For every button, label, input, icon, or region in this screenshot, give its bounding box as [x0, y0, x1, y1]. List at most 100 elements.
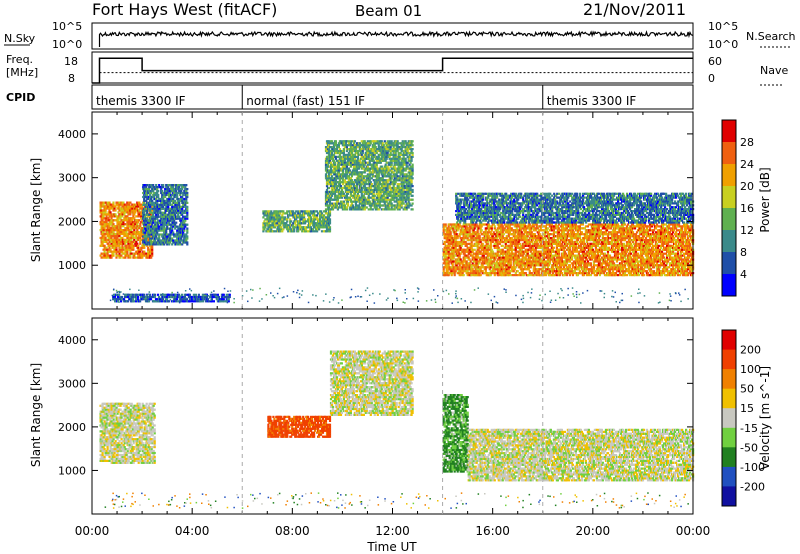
heatmap-cell [115, 253, 117, 255]
heatmap-cell [384, 203, 386, 205]
heatmap-cell [344, 156, 346, 158]
heatmap-cell [130, 237, 132, 239]
heatmap-cell [383, 195, 385, 197]
heatmap-cell [166, 188, 168, 190]
heatmap-cell [375, 168, 377, 170]
heatmap-cell [133, 217, 135, 219]
heatmap-cell [338, 144, 340, 146]
heatmap-cell [311, 220, 313, 222]
heatmap-cell [453, 266, 455, 268]
heatmap-cell [326, 212, 328, 214]
heatmap-cell [456, 233, 458, 235]
heatmap-cell [172, 198, 174, 200]
heatmap-cell [160, 233, 162, 235]
heatmap-cell [411, 204, 413, 206]
heatmap-cell [445, 225, 447, 227]
heatmap-cell [374, 152, 376, 154]
heatmap-cell [186, 232, 188, 234]
heatmap-cell [132, 223, 134, 225]
heatmap-cell [348, 168, 350, 170]
heatmap-cell [312, 230, 314, 232]
heatmap-cell [451, 235, 453, 237]
heatmap-cell [472, 251, 474, 253]
heatmap-cell [129, 202, 131, 204]
heatmap-cell [368, 199, 370, 201]
heatmap-cell [387, 199, 389, 201]
cpid-segment-label: themis 3300 IF [547, 94, 637, 108]
heatmap-cell [412, 140, 414, 142]
heatmap-cell [153, 210, 155, 212]
heatmap-cell [173, 190, 175, 192]
heatmap-cell [181, 214, 183, 216]
heatmap-cell [350, 162, 352, 164]
heatmap-cell [110, 223, 112, 225]
heatmap-cell [131, 207, 133, 209]
heatmap-cell [184, 204, 186, 206]
heatmap-cell [456, 264, 458, 266]
heatmap-cell [367, 169, 369, 171]
heatmap-cell [305, 212, 307, 214]
heatmap-cell [401, 193, 403, 195]
heatmap-cell [174, 224, 176, 226]
heatmap-cell [266, 214, 268, 216]
heatmap-cell [382, 175, 384, 177]
heatmap-cell [379, 168, 381, 170]
heatmap-cell [398, 166, 400, 168]
heatmap-cell [176, 230, 178, 232]
heatmap-cell [176, 226, 178, 228]
heatmap-cell [164, 228, 166, 230]
heatmap-cell [338, 146, 340, 148]
heatmap-cell [412, 189, 414, 191]
heatmap-cell [105, 207, 107, 209]
heatmap-cell [395, 164, 397, 166]
heatmap-cell [406, 144, 408, 146]
heatmap-cell [152, 190, 154, 192]
heatmap-cell [379, 154, 381, 156]
heatmap-cell [363, 144, 365, 146]
heatmap-cell [274, 224, 276, 226]
heatmap-cell [176, 218, 178, 220]
heatmap-cell [325, 208, 327, 210]
heatmap-cell [355, 181, 357, 183]
heatmap-cell [447, 258, 449, 260]
heatmap-cell [381, 187, 383, 189]
heatmap-cell [281, 222, 283, 224]
heatmap-cell [470, 260, 472, 262]
heatmap-cell [353, 191, 355, 193]
heatmap-cell [453, 249, 455, 251]
heatmap-cell [468, 233, 470, 235]
heatmap-cell [326, 185, 328, 187]
heatmap-cell [147, 192, 149, 194]
heatmap-cell [455, 268, 457, 270]
cpid-segments: themis 3300 IF normal (fast) 151 IF themis… [96, 85, 636, 109]
heatmap-cell [138, 219, 140, 221]
heatmap-cell [186, 188, 188, 190]
heatmap-cell [407, 177, 409, 179]
heatmap-cell [386, 158, 388, 160]
heatmap-cell [403, 156, 405, 158]
heatmap-cell [396, 162, 398, 164]
heatmap-cell [411, 183, 413, 185]
heatmap-cell [143, 204, 145, 206]
heatmap-cell [376, 164, 378, 166]
heatmap-cell [177, 198, 179, 200]
heatmap-cell [124, 253, 126, 255]
heatmap-cell [467, 270, 469, 272]
heatmap-cell [329, 230, 331, 232]
heatmap-cell [381, 140, 383, 142]
heatmap-cell [160, 188, 162, 190]
heatmap-cell [164, 222, 166, 224]
heatmap-cell [408, 206, 410, 208]
heatmap-cell [408, 197, 410, 199]
heatmap-cell [352, 173, 354, 175]
heatmap-cell [444, 257, 446, 259]
heatmap-cell [118, 253, 120, 255]
heatmap-cell [146, 226, 148, 228]
heatmap-cell [329, 146, 331, 148]
heatmap-cell [460, 272, 462, 274]
heatmap-cell [164, 188, 166, 190]
heatmap-cell [171, 243, 173, 245]
heatmap-cell [102, 219, 104, 221]
heatmap-cell [282, 212, 284, 214]
heatmap-cell [412, 166, 414, 168]
